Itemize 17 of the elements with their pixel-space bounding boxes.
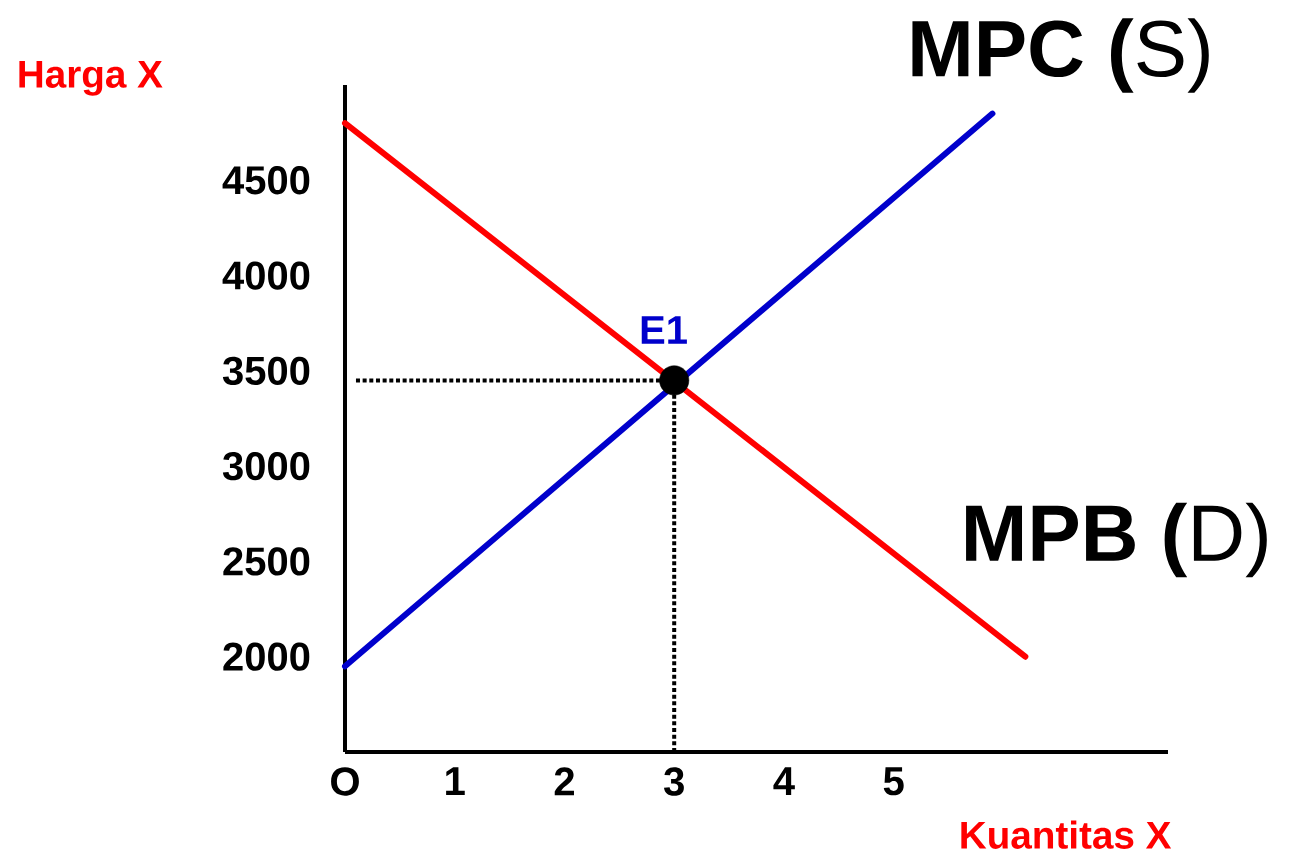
x-tick-label: 3 xyxy=(664,767,684,796)
x-tick-label: 1 xyxy=(446,767,465,795)
series-label: MPC (S) xyxy=(912,18,1209,93)
x-tick-label: O xyxy=(331,767,359,796)
y-tick-label: 4000 xyxy=(222,261,310,290)
y-tick-label: 2500 xyxy=(223,547,310,576)
x-axis-title: Kuantitas X xyxy=(961,820,1172,849)
y-axis-title: Harga X xyxy=(19,60,163,96)
y-tick-label: 3500 xyxy=(222,356,310,386)
x-tick-label: 2 xyxy=(554,767,574,796)
y-tick-label: 4500 xyxy=(222,166,310,195)
x-tick-label: 5 xyxy=(883,767,904,796)
annotation: E1 xyxy=(641,316,687,344)
y-tick-label: 2000 xyxy=(223,642,310,671)
y-tick-label: 3000 xyxy=(222,451,310,481)
series-label: MPB (D) xyxy=(966,502,1267,578)
x-tick-label: 4 xyxy=(773,767,795,795)
